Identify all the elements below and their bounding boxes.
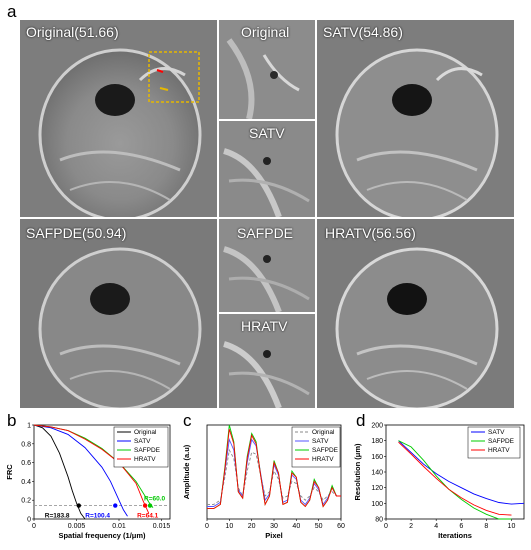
y-tick-label: 180 — [371, 438, 383, 445]
series-line-satv — [33, 424, 128, 517]
x-axis-label: Iterations — [438, 531, 472, 540]
original-label: Original(51.66) — [26, 24, 119, 40]
y-tick-label: 100 — [371, 501, 383, 508]
legend-label-satv: SATV — [488, 429, 505, 436]
legend-label-hratv: HRATV — [312, 456, 334, 463]
zoom-hratv-image: HRATV — [219, 314, 315, 408]
resolution-chart: 0 2 4 6 8 10 80 100 120 140 160 180 200 Iterations Res… — [353, 423, 525, 540]
panel-letter-d: d — [356, 411, 366, 430]
zoom-safpde-image: SAFPDE — [219, 219, 315, 312]
legend-label-hratv: HRATV — [134, 456, 156, 463]
y-tick-label: 0.6 — [21, 460, 31, 467]
legend-label-hratv: HRATV — [488, 447, 510, 454]
marker-safpde — [147, 503, 153, 508]
x-tick-label: 0.01 — [112, 523, 126, 530]
x-tick-label: 6 — [459, 523, 463, 530]
safpde-label: SAFPDE(50.94) — [26, 225, 127, 241]
series-line-satv — [398, 440, 525, 505]
panel-letter-b: b — [7, 411, 17, 430]
x-tick-label: 40 — [292, 523, 300, 530]
y-axis-label: FRC — [5, 464, 14, 480]
cell-image-satv — [317, 20, 514, 217]
legend-label-original: Original — [312, 429, 335, 436]
y-tick-label: 0.2 — [21, 498, 31, 505]
marker-label-satv: R=100.4 — [85, 513, 110, 520]
series-line-safpde — [398, 440, 512, 520]
original-image: Original(51.66) — [20, 20, 217, 217]
red-arrow-icon — [156, 69, 164, 73]
x-tick-label: 0 — [32, 523, 36, 530]
marker-hratv — [142, 503, 148, 508]
zoom-satv-image: SATV — [219, 121, 315, 217]
x-tick-label: 2 — [409, 523, 413, 530]
y-tick-label: 0 — [27, 517, 31, 524]
x-tick-label: 0.005 — [68, 523, 86, 530]
cell-image-safpde — [20, 219, 217, 408]
x-tick-label: 30 — [270, 523, 278, 530]
cell-image-original — [20, 20, 217, 217]
satv-label: SATV(54.86) — [323, 24, 403, 40]
x-tick-label: 0 — [384, 523, 388, 530]
legend-label-satv: SATV — [312, 438, 329, 445]
y-axis-label: Amplitude (a.u) — [182, 444, 191, 499]
y-tick-label: 140 — [371, 470, 383, 477]
zoom-satv-label: SATV — [249, 125, 285, 141]
legend-label-satv: SATV — [134, 438, 151, 445]
x-tick-label: 60 — [337, 523, 345, 530]
marker-label-safpde: R=60.0 — [144, 496, 166, 503]
legend-box — [291, 426, 341, 468]
zoom-safpde-label: SAFPDE — [237, 225, 294, 241]
x-tick-label: 4 — [434, 523, 438, 530]
series-line-hratv — [207, 429, 341, 510]
panel-letter-c: c — [183, 411, 192, 430]
x-tick-label: 0.015 — [153, 523, 171, 530]
x-tick-label: 20 — [248, 523, 256, 530]
zoom-region-box — [148, 51, 200, 103]
yellow-arrow-icon — [159, 87, 169, 91]
amplitude-chart: 0 10 20 30 40 50 60 Pixel Amplitude (a.u) Origina… — [182, 424, 345, 540]
y-tick-label: 1 — [27, 423, 31, 430]
y-tick-label: 80 — [375, 517, 383, 524]
y-tick-label: 160 — [371, 454, 383, 461]
legend-label-original: Original — [134, 429, 157, 436]
zoom-original-label: Original — [241, 24, 290, 40]
y-tick-label: 0.8 — [21, 441, 31, 448]
series-line-hratv — [398, 441, 512, 516]
marker-original — [76, 503, 81, 508]
zoom-original-image: Original — [219, 20, 315, 119]
cell-image-hratv — [317, 219, 514, 408]
legend-box — [113, 426, 169, 468]
y-tick-label: 0.4 — [21, 479, 31, 486]
x-tick-label: 50 — [315, 523, 323, 530]
legend-label-safpde: SAFPDE — [312, 447, 339, 454]
x-tick-label: 0 — [205, 523, 209, 530]
x-tick-label: 10 — [225, 523, 233, 530]
legend-label-safpde: SAFPDE — [134, 447, 161, 454]
x-tick-label: 10 — [508, 523, 516, 530]
hratv-image: HRATV(56.56) — [317, 219, 514, 408]
x-axis-label: Pixel — [265, 531, 283, 540]
zoom-hratv-label: HRATV — [241, 318, 288, 334]
marker-label-hratv: R=64.1 — [137, 513, 159, 520]
series-line-original — [33, 424, 86, 520]
safpde-image: SAFPDE(50.94) — [20, 219, 217, 408]
marker-satv — [113, 503, 118, 508]
y-axis-label: Resolution (μm) — [353, 443, 362, 501]
hratv-label: HRATV(56.56) — [325, 225, 416, 241]
x-axis-label: Spatial frequency (1/μm) — [58, 531, 146, 540]
marker-label-original: R=183.8 — [45, 513, 70, 520]
satv-image: SATV(54.86) — [317, 20, 514, 217]
frc-chart: 0 0.005 0.01 0.015 0 0.2 0.4 0.6 0.8 1 Spatial fre… — [5, 423, 171, 540]
x-tick-label: 8 — [484, 523, 488, 530]
legend-label-safpde: SAFPDE — [488, 438, 515, 445]
y-tick-label: 120 — [371, 485, 383, 492]
panel-letter-a: a — [7, 2, 17, 21]
series-line-hratv — [33, 424, 150, 514]
y-tick-label: 200 — [371, 423, 383, 430]
